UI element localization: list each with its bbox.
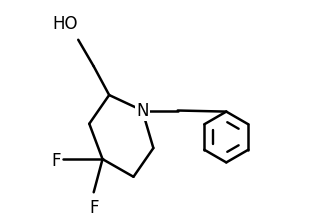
- Text: F: F: [52, 152, 61, 170]
- Text: F: F: [89, 199, 99, 217]
- Text: HO: HO: [52, 15, 78, 33]
- Text: N: N: [136, 101, 148, 120]
